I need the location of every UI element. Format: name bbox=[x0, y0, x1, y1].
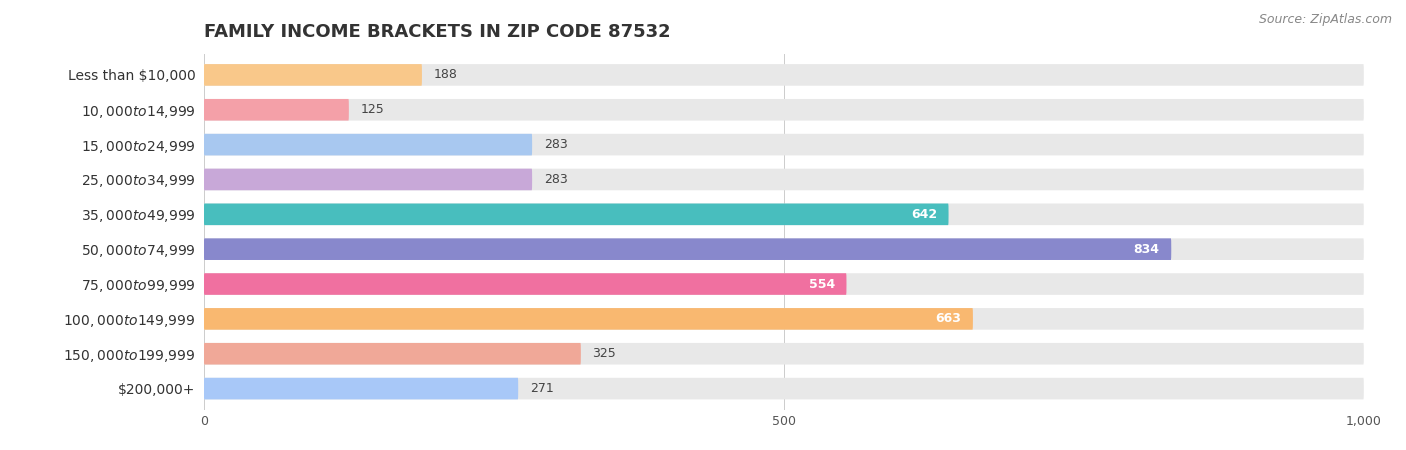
FancyBboxPatch shape bbox=[204, 203, 1364, 225]
Text: 125: 125 bbox=[360, 103, 384, 116]
FancyBboxPatch shape bbox=[204, 343, 1364, 364]
FancyBboxPatch shape bbox=[204, 273, 1364, 295]
FancyBboxPatch shape bbox=[204, 169, 1364, 190]
Text: Source: ZipAtlas.com: Source: ZipAtlas.com bbox=[1258, 14, 1392, 27]
FancyBboxPatch shape bbox=[204, 169, 531, 190]
Text: 554: 554 bbox=[808, 278, 835, 291]
FancyBboxPatch shape bbox=[204, 203, 949, 225]
FancyBboxPatch shape bbox=[204, 99, 1364, 121]
Text: 325: 325 bbox=[592, 347, 616, 360]
FancyBboxPatch shape bbox=[204, 343, 581, 364]
FancyBboxPatch shape bbox=[204, 238, 1364, 260]
FancyBboxPatch shape bbox=[204, 134, 531, 155]
FancyBboxPatch shape bbox=[204, 378, 519, 400]
Text: 283: 283 bbox=[544, 138, 568, 151]
Text: 663: 663 bbox=[935, 312, 962, 325]
FancyBboxPatch shape bbox=[204, 378, 1364, 400]
FancyBboxPatch shape bbox=[204, 238, 1171, 260]
FancyBboxPatch shape bbox=[204, 99, 349, 121]
Text: 642: 642 bbox=[911, 208, 936, 221]
Text: FAMILY INCOME BRACKETS IN ZIP CODE 87532: FAMILY INCOME BRACKETS IN ZIP CODE 87532 bbox=[204, 23, 671, 41]
FancyBboxPatch shape bbox=[204, 273, 846, 295]
FancyBboxPatch shape bbox=[204, 64, 422, 86]
FancyBboxPatch shape bbox=[204, 308, 973, 330]
Text: 271: 271 bbox=[530, 382, 554, 395]
Text: 188: 188 bbox=[433, 68, 457, 81]
FancyBboxPatch shape bbox=[204, 134, 1364, 155]
Text: 283: 283 bbox=[544, 173, 568, 186]
FancyBboxPatch shape bbox=[204, 64, 1364, 86]
FancyBboxPatch shape bbox=[204, 308, 1364, 330]
Text: 834: 834 bbox=[1133, 243, 1160, 256]
